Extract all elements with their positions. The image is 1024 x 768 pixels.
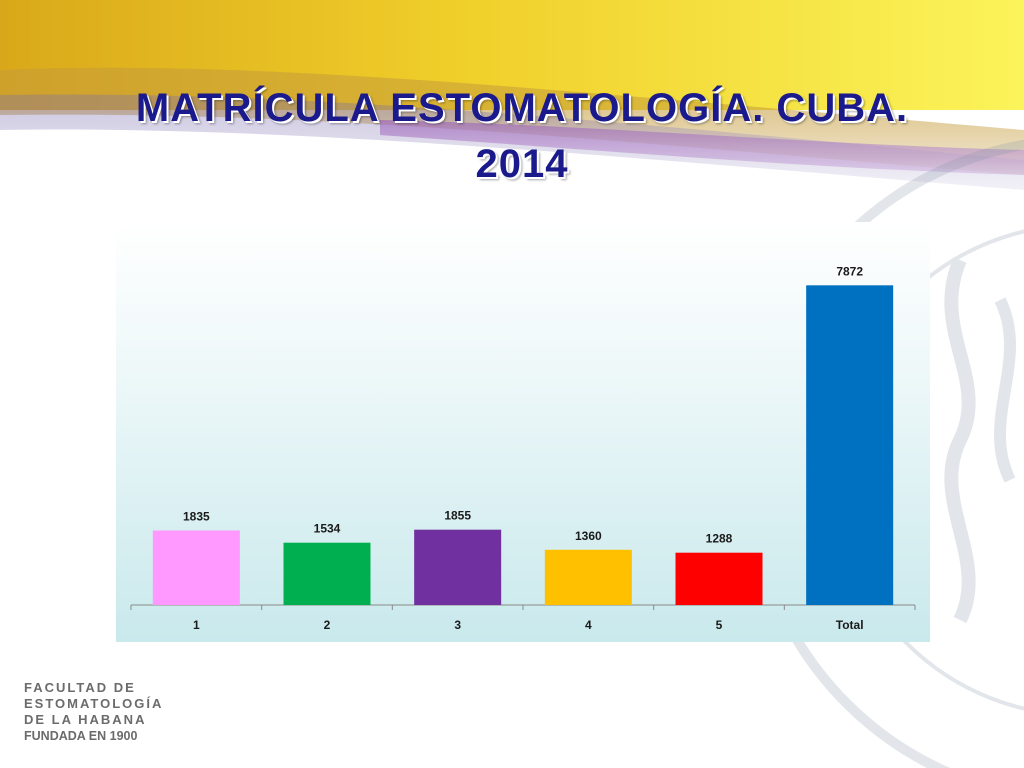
faculty-logo: FACULTAD DE ESTOMATOLOGÍA DE LA HABANA F… [24, 680, 163, 744]
data-label: 1288 [706, 532, 733, 546]
bar-4 [544, 549, 632, 605]
data-label: 1855 [444, 509, 471, 523]
bar-Total [806, 285, 894, 605]
x-tick-label: 2 [324, 618, 331, 632]
data-label: 1360 [575, 529, 602, 543]
logo-line: ESTOMATOLOGÍA [24, 696, 164, 711]
x-tick-label: 3 [454, 618, 461, 632]
data-label: 1534 [314, 522, 341, 536]
data-label: 7872 [836, 264, 863, 278]
bar-3 [414, 529, 502, 605]
logo-line: FACULTAD DE [24, 680, 136, 695]
x-tick-label: 4 [585, 618, 592, 632]
logo-line: FUNDADA EN 1900 [24, 729, 138, 743]
bar-2 [283, 542, 371, 605]
data-label: 1835 [183, 509, 210, 523]
x-tick-label: 5 [716, 618, 723, 632]
slide-title: MATRÍCULA ESTOMATOLOGÍA. CUBA. [135, 86, 909, 130]
bar-1 [152, 530, 240, 605]
chart-panel: 1835 1 1534 2 1855 3 1360 4 1288 5 7872 Total [116, 222, 930, 642]
bar-5 [675, 552, 763, 605]
bar-chart: 1835 1 1534 2 1855 3 1360 4 1288 5 7872 Total [130, 264, 916, 632]
logo-line: DE LA HABANA [24, 712, 147, 727]
x-tick-label: 1 [193, 618, 200, 632]
x-tick-label: Total [836, 618, 864, 632]
slide-year: 2014 [475, 142, 569, 186]
